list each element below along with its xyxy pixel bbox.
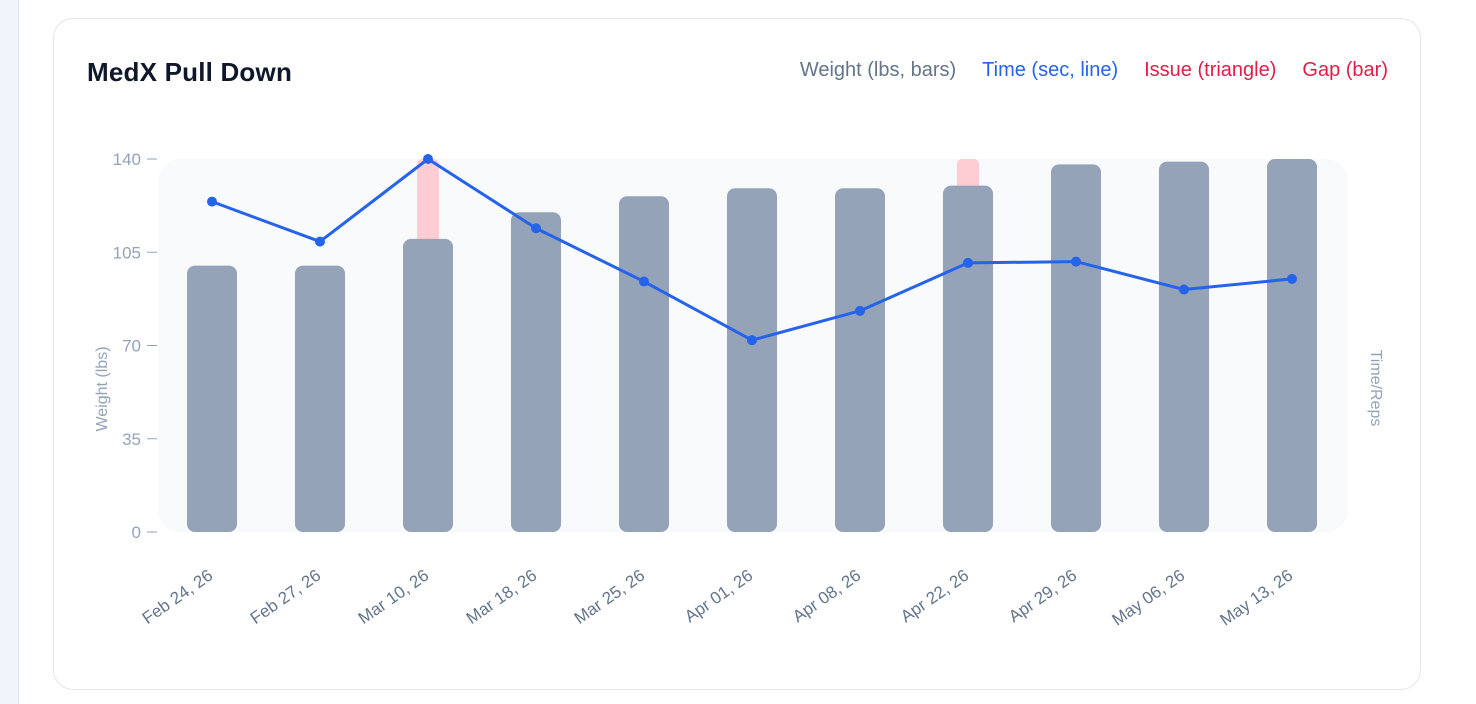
time-point-5[interactable] [747,335,757,346]
chart-title: MedX Pull Down [87,57,293,87]
x-tick-label-4: Mar 25, 26 [571,566,648,628]
x-tick-label-3: Mar 18, 26 [463,566,540,628]
gap-bar-2[interactable] [417,159,439,247]
y-tick-label-3: 105 [113,243,141,262]
weight-bar-3[interactable] [511,212,561,533]
weight-bar-8[interactable] [1051,164,1101,533]
x-tick-label-6: Apr 08, 26 [789,566,864,627]
x-tick-label-2: Mar 10, 26 [355,566,432,628]
time-line [207,154,1297,346]
x-tick-label-9: May 06, 26 [1108,566,1188,630]
x-axis: Feb 24, 26 Feb 27, 26 Mar 10, 26 Mar 18, 26… [139,566,1296,630]
x-tick-label-8: Apr 29, 26 [1005,566,1080,627]
x-tick-label-10: May 13, 26 [1216,566,1296,630]
y-axis-label: Weight (lbs) [94,346,111,431]
weight-bar-6[interactable] [835,188,885,533]
time-point-3[interactable] [531,223,541,234]
legend-time[interactable]: Time (sec, line) [982,59,1119,81]
time-point-4[interactable] [639,276,649,287]
y-tick-label-1: 35 [122,430,141,449]
chart-legend: Weight (lbs, bars) Time (sec, line) Issu… [800,59,1388,82]
gap-bars [417,159,979,247]
time-point-7[interactable] [963,257,973,268]
time-point-1[interactable] [315,236,325,247]
y-axis: 0 35 70 105 140 [113,150,157,542]
time-point-0[interactable] [207,196,217,207]
weight-bar-1[interactable] [295,265,345,532]
weight-bar-5[interactable] [727,188,777,533]
x-tick-label-7: Apr 22, 26 [897,566,972,627]
time-point-9[interactable] [1179,284,1189,295]
weight-bar-4[interactable] [619,196,669,533]
time-point-8[interactable] [1071,256,1081,267]
legend-issue[interactable]: Issue (triangle) [1144,59,1277,81]
y-tick-label-0: 0 [132,523,141,542]
legend-gap[interactable]: Gap (bar) [1302,59,1388,81]
weight-bar-10[interactable] [1267,159,1317,532]
time-point-6[interactable] [855,305,865,316]
gap-bar-7[interactable] [957,159,979,194]
weight-bars [187,159,1317,533]
time-point-10[interactable] [1287,273,1297,284]
x-tick-label-0: Feb 24, 26 [139,566,216,628]
y-tick-label-2: 70 [122,337,141,356]
weight-bar-7[interactable] [943,185,993,532]
weight-bar-2[interactable] [403,238,453,532]
x-tick-label-1: Feb 27, 26 [247,566,324,628]
y2-axis-label: Time/Reps [1367,350,1384,427]
y-tick-label-4: 140 [113,150,141,169]
legend-weight[interactable]: Weight (lbs, bars) [799,59,957,81]
weight-bar-9[interactable] [1159,161,1209,532]
time-point-2[interactable] [423,154,433,164]
weight-bar-0[interactable] [187,265,237,532]
x-tick-label-5: Apr 01, 26 [681,566,756,627]
